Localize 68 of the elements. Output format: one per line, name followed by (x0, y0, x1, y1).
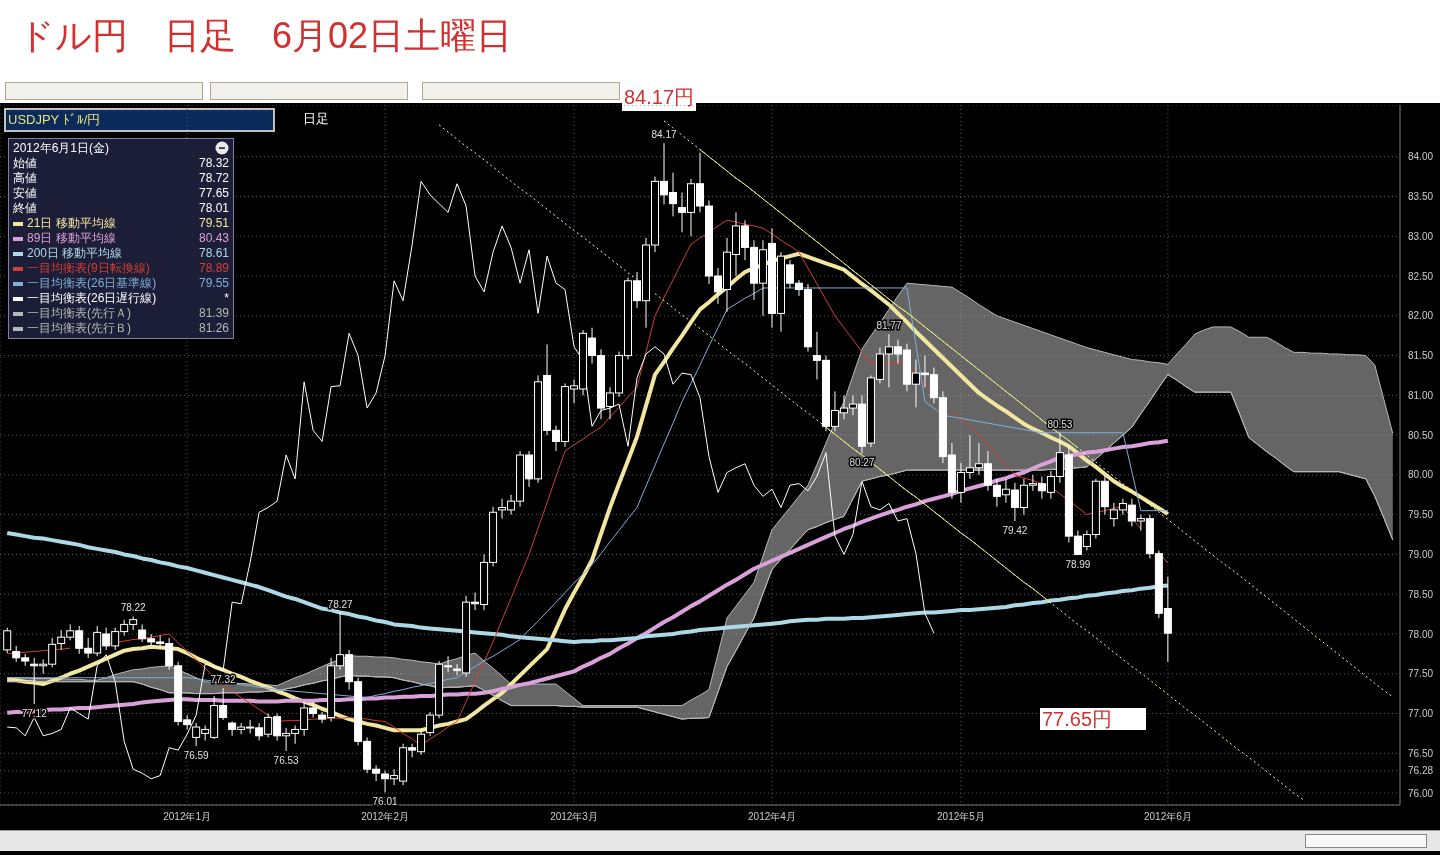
annotation: 77.65円 (1040, 708, 1146, 730)
annotation: 78.61 (198, 246, 229, 261)
y-tick-label: 77.00 (1408, 708, 1434, 720)
annotation: 76.01 (372, 796, 399, 808)
annotation: 81.26 (198, 321, 229, 336)
x-tick-label: 2012年4月 (748, 811, 796, 823)
y-tick-label: 84.00 (1408, 151, 1434, 163)
annotation: 78.99 (1065, 559, 1091, 571)
annotation: 高値 (13, 171, 37, 186)
annotation: 79.42 (1002, 525, 1028, 537)
annotation: * (224, 291, 229, 306)
y-tick-label: 81.00 (1408, 389, 1434, 401)
annotation: 78.01 (198, 201, 229, 216)
annotation: 84.17 (651, 129, 677, 141)
annotation: 始値 (13, 156, 37, 171)
x-tick-label: 2012年2月 (361, 811, 409, 823)
annotation: 80.53 (1047, 418, 1073, 430)
annotation: 80.43 (198, 231, 229, 246)
legend-label: 200日 移動平均線 (26, 246, 123, 261)
annotation: 終値 (13, 201, 37, 216)
annotation: 76.53 (273, 754, 300, 766)
legend-label: 一目均衡表(9日転換線) (26, 261, 150, 276)
annotation: 84.17円 (622, 84, 697, 111)
annotation: 78.32 (198, 156, 229, 171)
annotation: 81.39 (198, 306, 229, 321)
legend-label: 一目均衡表(先行Ａ) (26, 306, 131, 321)
y-tick-label: 79.00 (1408, 548, 1434, 560)
annotation: 78.72 (198, 171, 229, 186)
line-series (699, 149, 1079, 449)
legend-label: 一目均衡表(26日基準線) (26, 276, 157, 291)
legend-title: 2012年6月1日(金) (13, 141, 110, 156)
y-tick-label: 82.00 (1408, 310, 1434, 322)
annotation: 78.27 (327, 598, 354, 610)
y-tick-label: 76.50 (1408, 747, 1434, 759)
x-tick-label: 2012年1月 (163, 811, 212, 823)
annotation: 80.27 (849, 457, 875, 469)
y-tick-label: 76.00 (1408, 787, 1434, 799)
y-tick-label: 76.28 (1408, 765, 1434, 777)
annotation: 日足 (303, 110, 329, 128)
y-tick-label: 81.50 (1408, 350, 1434, 362)
candlestick (3, 627, 12, 654)
legend-label: 一目均衡表(26日遅行線) (26, 291, 157, 306)
annotation: 81.77 (876, 320, 902, 332)
legend-label: 89日 移動平均線 (26, 231, 116, 246)
y-tick-label: 79.50 (1408, 509, 1434, 521)
y-tick-label: 77.50 (1408, 668, 1434, 680)
x-tick-label: 2012年3月 (550, 811, 598, 823)
legend-label: 21日 移動平均線 (26, 216, 116, 231)
y-tick-label: 78.50 (1408, 588, 1434, 600)
y-tick-label: 78.00 (1408, 628, 1434, 640)
x-tick-label: 2012年6月 (1143, 811, 1192, 823)
annotation: 78.22 (120, 602, 147, 614)
y-tick-label: 80.00 (1408, 469, 1434, 481)
y-tick-label: 80.50 (1408, 429, 1434, 441)
annotation: 79.51 (198, 216, 229, 231)
line-series (825, 426, 1052, 604)
y-tick-label: 83.00 (1408, 230, 1434, 242)
legend-label: 一目均衡表(先行Ｂ) (26, 321, 131, 336)
x-tick-label: 2012年5月 (937, 811, 985, 823)
text-field: USDJPY ﾄﾞﾙ/円 (4, 108, 275, 132)
annotation: 77.65 (198, 186, 229, 201)
annotation: 76.59 (183, 750, 210, 762)
annotation: 79.55 (198, 276, 229, 291)
annotation: 78.89 (198, 261, 229, 276)
annotation: 安値 (13, 186, 37, 201)
y-tick-label: 83.50 (1408, 191, 1434, 203)
chart-title: ドル円 日足 6月02日土曜日 (18, 14, 513, 58)
y-tick-label: 82.50 (1408, 270, 1434, 282)
